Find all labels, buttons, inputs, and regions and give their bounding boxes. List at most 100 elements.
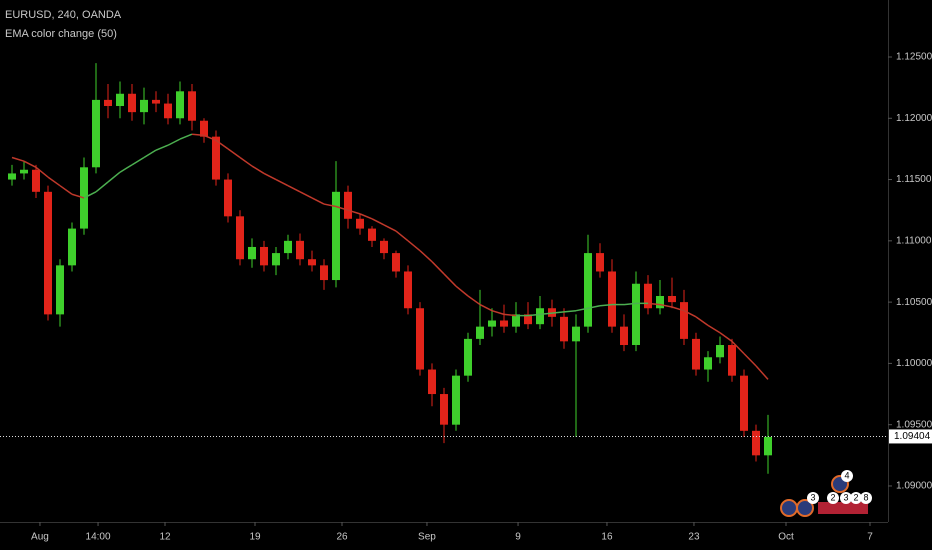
event-icon[interactable] xyxy=(860,492,872,504)
ema-segment xyxy=(395,230,409,242)
ema-segment xyxy=(575,307,589,312)
candle-body xyxy=(512,314,520,327)
ema-segment xyxy=(71,193,85,199)
candle-body xyxy=(8,173,16,180)
ema-segment xyxy=(107,171,121,183)
event-icon[interactable] xyxy=(850,492,862,504)
candle-body xyxy=(560,316,568,342)
ema-segment xyxy=(431,261,445,275)
event-icon[interactable] xyxy=(807,492,819,504)
ema-segment xyxy=(167,138,181,146)
candle-body xyxy=(92,99,100,168)
x-tick-label: 23 xyxy=(688,532,700,543)
ema-segment xyxy=(59,185,73,195)
ema-segment xyxy=(371,218,385,226)
candle-body xyxy=(248,246,256,260)
candle-body xyxy=(680,302,688,339)
ema-segment xyxy=(587,305,601,309)
indicator-label: EMA color change (50) xyxy=(5,28,117,40)
x-tick-label: 16 xyxy=(601,532,613,543)
y-tick-label: 1.11500 xyxy=(896,174,932,185)
ema-segment xyxy=(707,324,721,334)
ema-segment xyxy=(719,332,733,342)
candle-body xyxy=(344,191,352,219)
ema-segment xyxy=(527,313,541,317)
ema-segment xyxy=(383,224,397,232)
ema-segment xyxy=(503,313,517,317)
ema-segment xyxy=(311,197,325,205)
ema-segment xyxy=(203,134,217,142)
candle-body xyxy=(536,308,544,325)
candle-body xyxy=(644,283,652,309)
candle-body xyxy=(656,295,664,309)
candle-body xyxy=(200,120,208,137)
candle-body xyxy=(428,369,436,395)
x-tick-label: 7 xyxy=(867,532,873,543)
candle-body xyxy=(212,136,220,180)
x-tick-label: 19 xyxy=(249,532,261,543)
y-tick-label: 1.11000 xyxy=(896,235,932,246)
x-tick-label: Aug xyxy=(31,532,49,543)
event-icon[interactable] xyxy=(841,470,853,482)
ema-segment xyxy=(347,209,361,215)
event-icon[interactable] xyxy=(780,499,798,517)
candle-body xyxy=(32,169,40,192)
ema-segment xyxy=(275,178,289,187)
ema-segment xyxy=(731,340,745,355)
x-tick-label: Sep xyxy=(418,532,436,543)
ema-segment xyxy=(755,365,769,380)
candle-body xyxy=(56,265,64,315)
ema-segment xyxy=(47,176,61,187)
candle-body xyxy=(632,283,640,346)
event-icon[interactable] xyxy=(796,499,814,517)
y-tick-label: 1.09000 xyxy=(896,481,932,492)
x-tick-label: 26 xyxy=(336,532,348,543)
candle-body xyxy=(464,338,472,376)
y-tick-label: 1.12500 xyxy=(896,52,932,63)
ema-segment xyxy=(251,165,265,175)
ema-segment xyxy=(119,164,133,173)
ema-segment xyxy=(359,213,373,220)
ema-segment xyxy=(479,303,493,312)
ema-segment xyxy=(419,250,433,263)
event-count: 2 xyxy=(853,492,858,502)
candle-body xyxy=(128,93,136,113)
candle-body xyxy=(740,375,748,431)
candle-body xyxy=(152,99,160,104)
candle-body xyxy=(164,103,172,119)
ema-segment xyxy=(335,205,349,211)
ema-segment xyxy=(227,148,241,159)
candle-body xyxy=(284,240,292,254)
ema-segment xyxy=(11,156,25,162)
ema-segment xyxy=(539,312,553,316)
ema-segment xyxy=(191,133,205,137)
candle-body xyxy=(608,271,616,327)
event-flags[interactable] xyxy=(818,502,868,514)
ema-segment xyxy=(95,181,109,193)
candle-body xyxy=(296,240,304,260)
ema-segment xyxy=(35,166,49,178)
event-count: 4 xyxy=(844,470,849,480)
candle-body xyxy=(752,430,760,456)
candle-body xyxy=(404,271,412,309)
x-tick-label: Oct xyxy=(778,532,794,543)
ema-segment xyxy=(287,185,301,193)
candle-body xyxy=(596,253,604,272)
event-icon[interactable] xyxy=(827,492,839,504)
ema-segment xyxy=(299,191,313,199)
ema-segment xyxy=(683,310,697,318)
candle-body xyxy=(440,394,448,425)
candle-body xyxy=(416,308,424,370)
candle-body xyxy=(452,375,460,425)
events: 3 2 3 2 8 4 xyxy=(780,470,872,517)
ema-segment xyxy=(563,309,577,313)
ema-segment xyxy=(647,302,661,306)
last-price-box xyxy=(889,429,932,444)
event-icon[interactable] xyxy=(840,492,852,504)
ema-segment xyxy=(623,302,637,306)
ema-segment xyxy=(671,306,685,312)
candle-body xyxy=(68,228,76,266)
candle-body xyxy=(104,99,112,107)
